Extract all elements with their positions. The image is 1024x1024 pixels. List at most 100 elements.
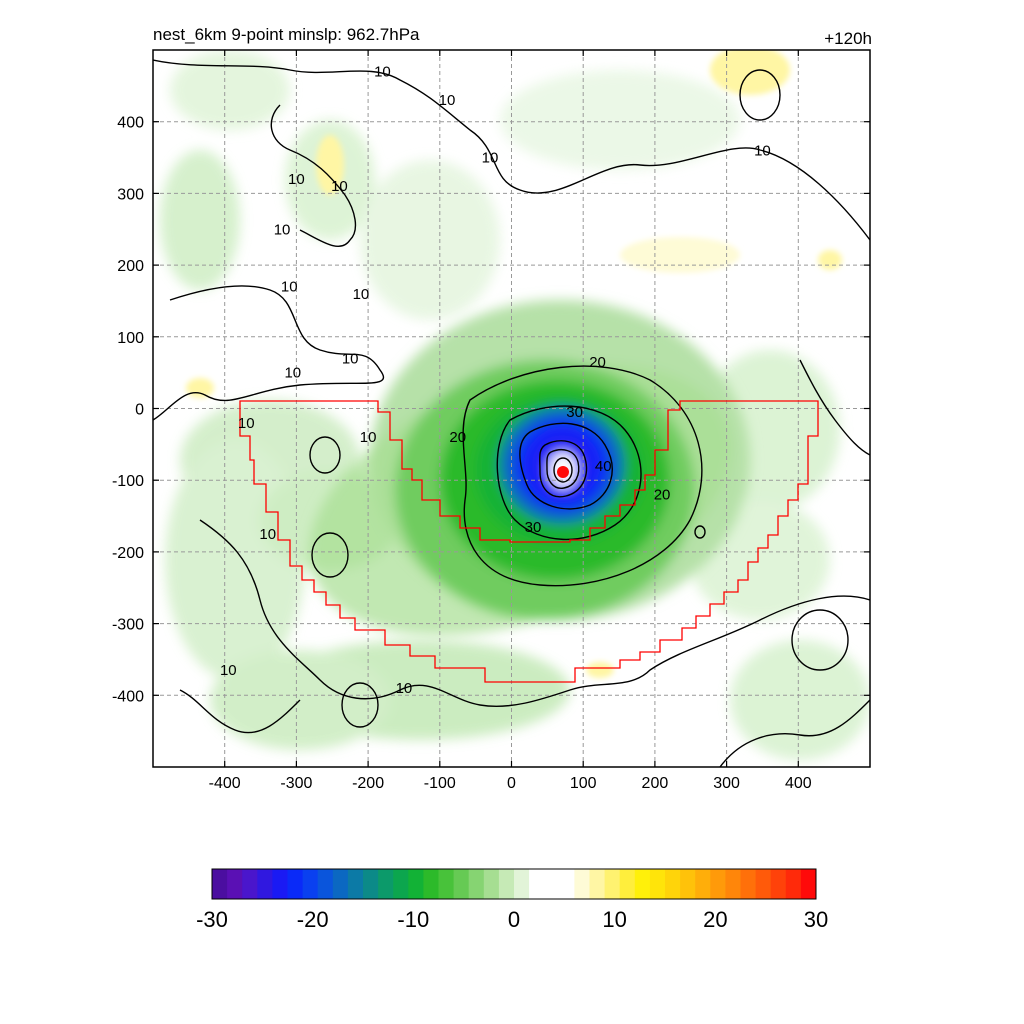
colorbar-swatch — [317, 869, 334, 899]
contour-10-upper-left — [270, 104, 357, 247]
contour-20-outer — [462, 365, 703, 587]
colorbar-swatch — [287, 869, 304, 899]
contour-label: 10 — [353, 286, 370, 303]
contour-label: 10 — [754, 142, 771, 159]
colorbar: -30 -20 -10 0 10 20 30 — [196, 868, 828, 932]
colorbar-swatch — [710, 869, 726, 899]
contour-label: 10 — [374, 64, 391, 81]
colorbar-swatch — [680, 869, 696, 899]
contour-label: 10 — [259, 526, 276, 543]
colorbar-swatch — [363, 869, 379, 899]
contour-label: 10 — [396, 680, 413, 697]
colorbar-frame — [211, 868, 817, 900]
contour-small-3 — [341, 682, 379, 728]
contour-label: 30 — [525, 519, 542, 536]
colorbar-tick-label: -30 — [196, 907, 228, 932]
y-tick-label: 0 — [135, 402, 144, 419]
x-tick-label: 200 — [642, 775, 669, 792]
contour-10-east — [799, 359, 870, 456]
colorbar-swatch — [468, 869, 485, 899]
x-tick-label: 300 — [713, 775, 740, 792]
colorbar-tick-label: -10 — [397, 907, 429, 932]
x-tick-label: -200 — [352, 775, 384, 792]
contour-label: 10 — [220, 662, 237, 679]
colorbar-swatch — [257, 869, 273, 899]
colorbar-swatch — [438, 869, 455, 899]
plot-area: 10 10 10 10 10 10 10 10 10 10 10 10 10 10 10 10 20 20 20 30… — [152, 49, 871, 768]
colorbar-tick-label: 20 — [703, 907, 727, 932]
contour-label: 10 — [288, 171, 305, 188]
colorbar-swatch — [755, 869, 772, 899]
y-tick-label: 300 — [117, 186, 144, 203]
y-tick-label: -200 — [112, 545, 144, 562]
contour-10-west — [153, 285, 385, 421]
colorbar-swatch — [800, 869, 817, 899]
colorbar-swatch — [695, 869, 711, 899]
colorbar-swatch — [529, 869, 545, 899]
colorbar-swatch — [302, 869, 319, 899]
storm-center-marker — [557, 466, 569, 478]
x-tick-label: -400 — [209, 775, 241, 792]
colorbar-tick-label: 0 — [508, 907, 520, 932]
contour-small-1 — [309, 436, 341, 474]
colorbar-swatch — [272, 869, 288, 899]
contour-label: 40 — [595, 458, 612, 475]
contour-label: 10 — [439, 92, 456, 109]
colorbar-swatch — [634, 869, 651, 899]
contour-30 — [496, 405, 642, 541]
contour-small-2 — [311, 532, 349, 578]
contour-10-north — [153, 59, 870, 241]
y-tick-label: -100 — [112, 473, 144, 490]
colorbar-swatch — [332, 869, 349, 899]
contour-40 — [519, 422, 613, 510]
contour-label: 20 — [654, 487, 671, 504]
contour-small-6 — [694, 525, 706, 539]
contour-10-southwest — [179, 689, 301, 734]
contour-eyewall-2 — [546, 449, 580, 489]
y-tick-label: 100 — [117, 330, 144, 347]
x-tick-label: -100 — [424, 775, 456, 792]
contour-label: 10 — [342, 350, 359, 367]
contour-label: 10 — [281, 279, 298, 296]
y-axis: -400 -300 -200 -100 0 100 200 300 400 — [112, 115, 870, 705]
contour-small-5 — [739, 69, 781, 121]
contour-label: 30 — [566, 404, 583, 421]
contour-labels: 10 10 10 10 10 10 10 10 10 10 10 10 10 10 10 10 20 20 20 30… — [220, 64, 771, 698]
contour-label: 10 — [238, 415, 255, 432]
colorbar-swatch — [589, 869, 606, 899]
y-tick-label: 200 — [117, 258, 144, 275]
colorbar-swatch — [347, 869, 364, 899]
colorbar-swatch — [408, 869, 424, 899]
colorbar-swatch — [378, 869, 394, 899]
contour-label: 20 — [449, 429, 466, 446]
colorbar-swatch — [453, 869, 470, 899]
colorbar-swatch — [559, 869, 575, 899]
contour-label: 10 — [284, 365, 301, 382]
colorbar-swatch — [227, 869, 243, 899]
contour-10-south — [199, 519, 870, 708]
x-axis: -400 -300 -200 -100 0 100 200 300 400 — [209, 50, 812, 792]
contour-label: 10 — [331, 178, 348, 195]
colorbar-tick-label: -20 — [297, 907, 329, 932]
colorbar-swatch — [770, 869, 787, 899]
grid-lines — [153, 50, 870, 767]
colorbar-swatch — [423, 869, 439, 899]
contour-10-southeast — [719, 699, 870, 767]
contour-label: 10 — [360, 429, 377, 446]
colorbar-swatch — [514, 869, 530, 899]
colorbar-tick-label: 30 — [804, 907, 828, 932]
colorbar-swatch — [649, 869, 666, 899]
colorbar-swatch — [212, 869, 228, 899]
colorbar-swatch — [665, 869, 681, 899]
x-tick-label: 0 — [507, 775, 516, 792]
colorbar-swatch — [725, 869, 741, 899]
contour-label: 10 — [482, 150, 499, 167]
colorbar-swatch — [619, 869, 636, 899]
colorbar-swatch — [740, 869, 757, 899]
contour-eyewall-1 — [539, 440, 588, 498]
colorbar-swatch — [483, 869, 500, 899]
colorbar-swatch — [604, 869, 621, 899]
colorbar-swatch — [242, 869, 258, 899]
x-tick-label: 400 — [785, 775, 812, 792]
